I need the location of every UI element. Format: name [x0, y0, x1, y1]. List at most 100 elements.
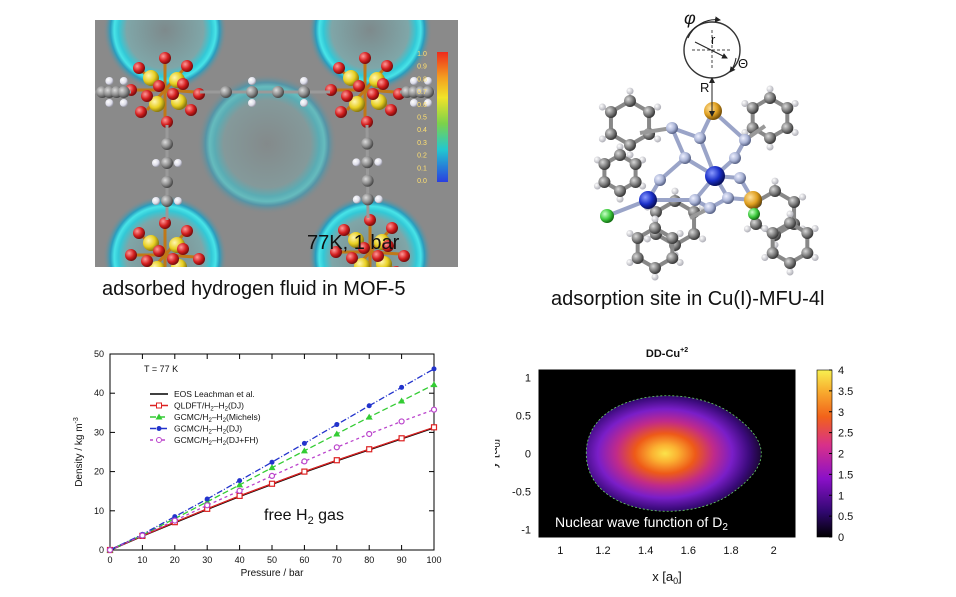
carbon-atom — [161, 195, 173, 207]
data-point — [236, 487, 243, 494]
cu-atom — [744, 191, 762, 209]
carbon-atom — [298, 86, 310, 98]
mof-colorbar-tick: 0.1 — [417, 165, 427, 172]
oxygen-atom — [193, 253, 205, 265]
legend-label: GCMC/H2–H2(Michels) — [174, 412, 261, 424]
oxygen-atom — [159, 217, 171, 229]
oxygen-atom — [398, 250, 410, 262]
hydrogen-atom — [811, 225, 819, 232]
data-point — [430, 381, 438, 388]
mof-colorbar-tick: 0.3 — [417, 140, 427, 147]
n-atom — [739, 134, 751, 146]
carbon-atom — [649, 222, 661, 234]
carbon-atom — [220, 86, 232, 98]
hydrogen-atom — [791, 100, 799, 107]
heatmap-y-tick-label: -1 — [521, 524, 531, 536]
carbon-atom — [631, 232, 644, 244]
hydrogen-atom — [741, 100, 749, 107]
hydrogen-atom — [676, 259, 684, 266]
carbon-atom — [766, 227, 779, 239]
data-point — [333, 444, 340, 451]
hydrogen-atom — [699, 235, 707, 243]
data-point — [430, 406, 438, 413]
hydrogen-atom — [152, 159, 160, 167]
hydrogen-atom — [626, 230, 634, 237]
heatmap-y-tick-label: 1 — [525, 373, 531, 385]
carbon-atom — [272, 86, 284, 98]
carbon-atom — [784, 217, 796, 229]
temperature-label: T = 77 K — [144, 364, 178, 374]
colorbar-tick-label: 1 — [838, 490, 844, 502]
x-tick-label: 0 — [107, 555, 112, 565]
colorbar-tick-label: 0.5 — [838, 511, 853, 523]
oxygen-atom — [359, 52, 371, 64]
legend-label: GCMC/H2–H2(DJ+FH) — [174, 435, 259, 447]
co-atom — [705, 166, 725, 186]
data-point — [139, 532, 146, 539]
x-tick-label: 30 — [202, 555, 212, 565]
oxygen-atom — [358, 242, 370, 254]
n-atom — [734, 172, 746, 184]
hydrogen-atom — [152, 197, 160, 205]
oxygen-atom — [159, 52, 171, 64]
hydrogen-atom — [811, 254, 819, 261]
hydrogen-atom — [119, 99, 128, 107]
hydrogen-atom — [676, 230, 684, 237]
hydrogen-atom — [799, 193, 807, 201]
oxygen-atom — [181, 60, 193, 72]
mof-colorbar-tick: 1.0 — [417, 51, 427, 58]
oxygen-atom — [193, 88, 205, 100]
colorbar-tick-label: 3 — [838, 407, 844, 419]
y-tick-label: 0 — [99, 545, 104, 555]
mof-colorbar-tick: 0.2 — [417, 153, 427, 160]
carbon-atom — [161, 138, 173, 150]
n-atom — [679, 152, 691, 164]
colorbar-tick-label: 3.5 — [838, 386, 853, 398]
oxygen-atom — [177, 78, 189, 90]
carbon-atom — [598, 176, 611, 188]
oxygen-atom — [125, 249, 137, 261]
oxygen-atom — [167, 88, 179, 100]
mof-colorbar-tick: 0.7 — [417, 89, 427, 96]
hydrogen-atom — [374, 195, 383, 204]
hydrogen-atom — [743, 225, 751, 233]
data-point — [268, 472, 276, 480]
data-point — [106, 546, 114, 554]
density-chart-svg: 0 10 20 30 40 50 60 70 80 90 100 0 10 20 30 40 50 Pressur… — [73, 349, 442, 579]
hydrogen-atom — [766, 85, 774, 93]
carbon-atom — [649, 206, 662, 218]
carbon-atom — [161, 176, 173, 188]
data-point — [301, 440, 307, 446]
data-point — [204, 496, 210, 502]
data-point — [171, 517, 178, 524]
carbon-atom — [801, 247, 814, 259]
carbon-atom — [361, 156, 374, 169]
rotor-r-label: r — [711, 32, 716, 47]
data-point — [334, 422, 340, 428]
x-tick-label: 100 — [426, 555, 441, 565]
hydrogen-atom — [643, 235, 651, 243]
data-point — [268, 480, 276, 487]
co-atom — [639, 191, 657, 209]
mof-colorbar-tick: 0.5 — [417, 115, 427, 122]
colorbar-tick-label: 2.5 — [838, 428, 853, 440]
carbon-atom — [361, 193, 374, 206]
data-point — [430, 424, 438, 431]
carbon-atom — [749, 218, 762, 230]
hydrogen-atom — [119, 77, 128, 85]
legend-label: EOS Leachman et al. — [174, 389, 255, 399]
mof-colorbar — [437, 52, 448, 182]
hydrogen-atom — [174, 159, 182, 167]
oxygen-atom — [141, 90, 153, 102]
oxygen-atom — [153, 80, 165, 92]
hydrogen-atom — [654, 103, 662, 111]
site-caption: adsorption site in Cu(I)-MFU-4l — [551, 288, 825, 310]
cl-atom — [600, 209, 614, 223]
oxygen-atom — [330, 246, 342, 258]
carbon-atom — [604, 128, 617, 140]
oxygen-atom — [133, 62, 145, 74]
carbon-atom — [781, 102, 794, 114]
data-point — [398, 397, 406, 404]
heatmap-y-tick-label: 0 — [525, 449, 531, 461]
mof-colorbar-tick: 0.6 — [417, 102, 427, 109]
